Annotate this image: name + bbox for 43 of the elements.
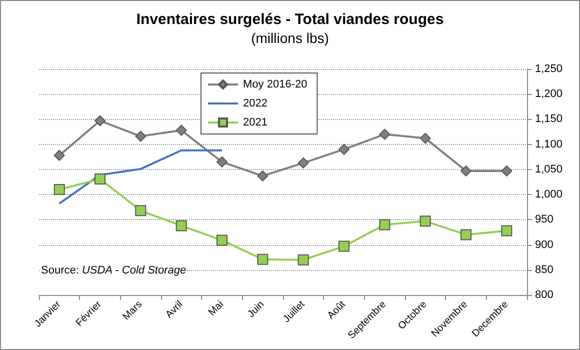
point <box>379 219 390 230</box>
point <box>257 170 268 182</box>
point <box>460 229 472 240</box>
point <box>379 128 390 140</box>
point <box>501 225 512 236</box>
point <box>135 130 146 142</box>
point <box>257 254 268 265</box>
y-tick-label: 1,100 <box>535 138 563 150</box>
point <box>420 132 431 144</box>
y-tick-label: 800 <box>535 289 554 301</box>
point <box>176 124 187 136</box>
point <box>94 173 106 184</box>
chart-title: Inventaires surgelés - Total viandes rouges <box>136 11 444 28</box>
legend-label: 2022 <box>243 98 268 110</box>
legend-label: Moy 2016-20 <box>243 78 308 90</box>
y-tick-label: 1,050 <box>535 163 563 176</box>
point <box>176 220 187 232</box>
annotation: Source: USDA - Cold Storage <box>41 264 186 276</box>
y-tick-label: 900 <box>535 238 554 251</box>
point <box>216 234 228 246</box>
point <box>460 165 472 176</box>
x-tick-label: Mai <box>206 299 226 318</box>
point <box>135 205 146 216</box>
point <box>501 165 512 176</box>
point <box>298 157 309 168</box>
x-tick-label: Juin <box>246 299 267 320</box>
y-tick-label: 950 <box>535 214 554 226</box>
chart-subtitle: (millions lbs) <box>251 30 329 46</box>
legend-label: 2021 <box>243 116 268 128</box>
point <box>338 240 350 252</box>
y-tick-label: 1,200 <box>535 88 563 100</box>
y-tick-label: 850 <box>535 264 554 276</box>
point <box>420 216 431 227</box>
y-tick-label: 1,000 <box>535 188 563 201</box>
point <box>94 115 106 126</box>
point <box>298 254 309 266</box>
y-tick-label: 1,150 <box>535 113 563 126</box>
point <box>338 144 350 155</box>
point <box>54 184 65 196</box>
point <box>216 156 228 168</box>
line-series <box>58 149 223 205</box>
y-tick-label: 1,250 <box>535 63 563 75</box>
point <box>54 150 65 161</box>
